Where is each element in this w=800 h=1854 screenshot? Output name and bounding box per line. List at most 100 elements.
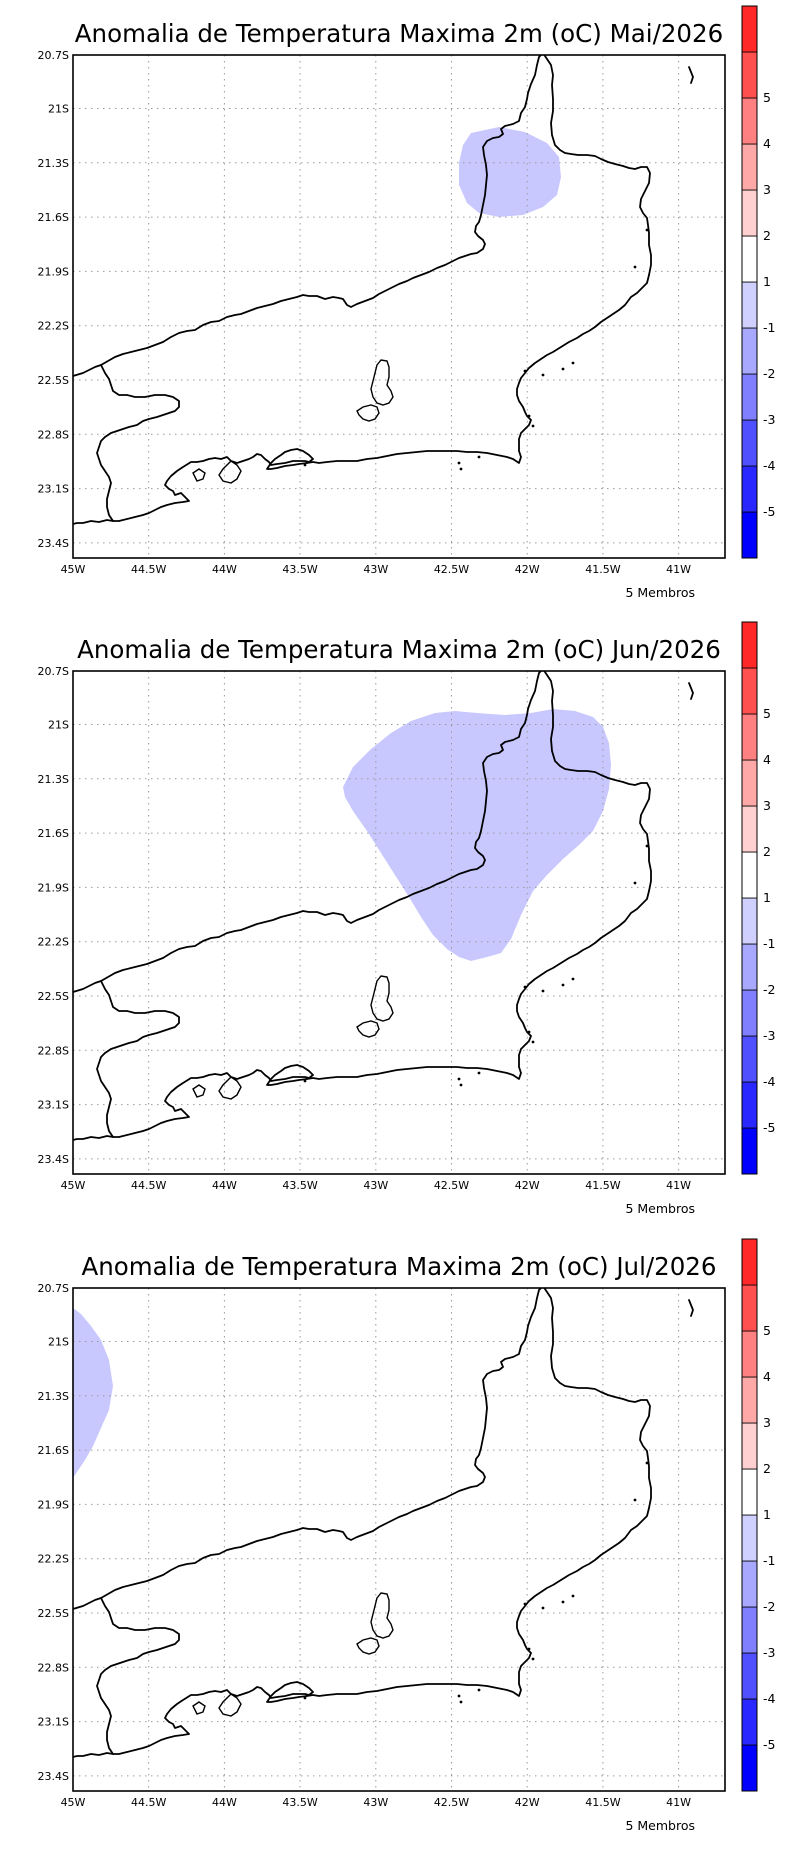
colorbar-swatch [741,1238,758,1286]
colorbar-swatch [741,1127,758,1175]
colorbar-label: -4 [763,1691,776,1706]
colorbar-label: -1 [763,936,775,951]
lat-tick-label: 22.5S [38,990,69,1003]
lon-tick-label: 42.5W [434,1179,469,1192]
colorbar-label: -2 [763,982,775,997]
colorbar-swatch [741,1330,758,1378]
coastline [73,1288,694,1758]
colorbar-swatch [741,51,758,99]
map-title: Anomalia de Temperatura Maxima 2m (oC) J… [82,1252,717,1281]
lat-tick-label: 21.6S [38,827,69,840]
lon-tick-label: 42W [515,563,540,576]
lon-tick-label: 41W [666,1796,691,1809]
lon-tick-label: 41.5W [585,1796,620,1809]
colorbar-swatch [741,1514,758,1562]
colorbar-swatch [741,1081,758,1129]
lat-tick-label: 21S [48,1336,69,1349]
colorbar-swatch [741,989,758,1037]
lat-tick-label: 23.1S [38,1099,69,1112]
lat-tick-label: 23.1S [38,483,69,496]
colorbar-label: -2 [763,1599,775,1614]
colorbar-swatch [741,97,758,145]
colorbar-label: 4 [763,136,771,151]
lon-tick-label: 41W [666,563,691,576]
colorbar-swatch [741,667,758,715]
map-panel-3: Anomalia de Temperatura Maxima 2m (oC) J… [38,1238,776,1833]
lon-tick-label: 45W [61,1179,86,1192]
map-frame [72,1287,726,1792]
colorbar-swatch [741,1284,758,1332]
lat-tick-label: 22.2S [38,936,69,949]
lat-tick-label: 21.3S [38,1390,69,1403]
colorbar-swatch [741,759,758,807]
members-label: 5 Membros [625,585,695,600]
colorbar-swatch [741,511,758,559]
colorbar-swatch [741,189,758,237]
colorbar-label: 5 [763,1323,771,1338]
lon-tick-label: 44.5W [131,1796,166,1809]
lat-tick-label: 21.6S [38,1444,69,1457]
lon-tick-label: 43W [363,563,388,576]
lat-tick-label: 22.8S [38,1044,69,1057]
members-label: 5 Membros [625,1201,695,1216]
colorbar-label: 3 [763,182,771,197]
lat-tick-label: 21.9S [38,1498,69,1511]
colorbar-label: 2 [763,228,771,243]
colorbar-label: -5 [763,504,775,519]
colorbar-label: -1 [763,320,775,335]
map-title: Anomalia de Temperatura Maxima 2m (oC) J… [77,635,721,664]
lon-tick-label: 42.5W [434,1796,469,1809]
lon-tick-label: 43W [363,1796,388,1809]
map-area [73,1288,725,1791]
lat-tick-label: 21S [48,719,69,732]
lat-tick-label: 22.2S [38,320,69,333]
lon-tick-label: 42W [515,1179,540,1192]
lat-tick-label: 20.7S [38,665,69,678]
colorbar-label: -3 [763,412,775,427]
coastline [73,671,694,1141]
colorbar-label: -3 [763,1645,775,1660]
colorbar-swatch [741,1422,758,1470]
colorbar-swatch [741,1376,758,1424]
colorbar-label: 3 [763,798,771,813]
colorbar-swatch [741,465,758,513]
lat-tick-label: 21.9S [38,881,69,894]
colorbar-swatch [741,1560,758,1608]
lat-tick-label: 23.4S [38,537,69,550]
colorbar-swatch [741,373,758,421]
colorbar-swatch [741,897,758,945]
lat-tick-label: 21.3S [38,773,69,786]
lat-tick-label: 22.5S [38,1607,69,1620]
map-panel-1: Anomalia de Temperatura Maxima 2m (oC) M… [38,5,776,600]
colorbar-swatch [741,1698,758,1746]
lon-tick-label: 41.5W [585,1179,620,1192]
lon-tick-label: 42.5W [434,563,469,576]
members-label: 5 Membros [625,1818,695,1833]
lon-tick-label: 42W [515,1796,540,1809]
colorbar-swatch [741,5,758,53]
lon-tick-label: 44W [212,1796,237,1809]
colorbar: -5 -4 -3 -2 -1 1 2 3 4 5 [741,5,776,559]
lon-tick-label: 44W [212,563,237,576]
colorbar-swatch [741,327,758,375]
gridlines [73,55,725,558]
colorbar-label: -5 [763,1120,775,1135]
lon-tick-label: 44.5W [131,1179,166,1192]
colorbar-label: -2 [763,366,775,381]
lat-tick-label: 21.9S [38,265,69,278]
colorbar-swatch [741,1606,758,1654]
colorbar-swatch [741,1652,758,1700]
lon-tick-label: 41.5W [585,563,620,576]
lat-tick-label: 23.4S [38,1770,69,1783]
colorbar-label: -3 [763,1028,775,1043]
map-title: Anomalia de Temperatura Maxima 2m (oC) M… [75,19,723,48]
colorbar-label: 1 [763,274,771,289]
lat-tick-label: 22.2S [38,1553,69,1566]
colorbar-label: 4 [763,752,771,767]
lon-tick-label: 43.5W [282,1179,317,1192]
map-panel-2: Anomalia de Temperatura Maxima 2m (oC) J… [38,621,776,1216]
map-area [73,671,725,1174]
lon-tick-label: 41W [666,1179,691,1192]
map-frame [72,54,726,559]
colorbar-swatch [741,713,758,761]
